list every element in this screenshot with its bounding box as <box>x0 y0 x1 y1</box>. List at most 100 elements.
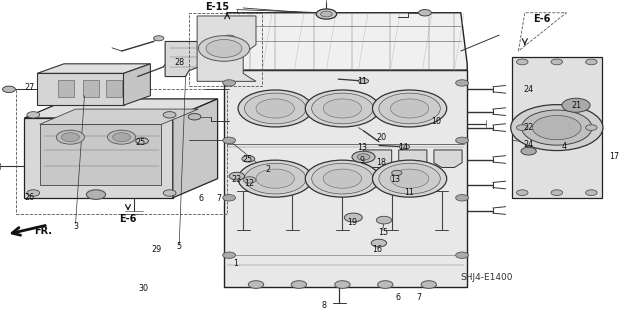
Circle shape <box>108 130 136 144</box>
Circle shape <box>188 114 201 120</box>
Circle shape <box>238 90 312 127</box>
Circle shape <box>223 137 236 144</box>
Circle shape <box>223 195 236 201</box>
Text: 12: 12 <box>244 179 255 188</box>
Circle shape <box>344 213 362 222</box>
Circle shape <box>61 133 79 142</box>
Text: 13: 13 <box>357 143 367 152</box>
Circle shape <box>399 144 410 149</box>
Circle shape <box>521 147 536 155</box>
Text: 13: 13 <box>390 175 401 184</box>
Circle shape <box>551 190 563 196</box>
Circle shape <box>244 93 306 124</box>
Text: 11: 11 <box>404 188 415 197</box>
Circle shape <box>206 40 242 57</box>
Text: 3: 3 <box>73 222 78 231</box>
Circle shape <box>323 99 362 118</box>
Circle shape <box>586 59 597 65</box>
Text: 23: 23 <box>232 175 242 184</box>
Polygon shape <box>224 70 467 287</box>
Circle shape <box>516 190 528 196</box>
Circle shape <box>291 281 307 288</box>
Text: SHJ4-E1400: SHJ4-E1400 <box>460 273 513 282</box>
Circle shape <box>371 239 387 247</box>
Text: 6: 6 <box>198 194 204 203</box>
Text: 6: 6 <box>396 293 401 302</box>
Text: 27: 27 <box>24 83 35 92</box>
Text: 11: 11 <box>357 77 367 86</box>
Text: 16: 16 <box>372 245 383 254</box>
Circle shape <box>316 9 337 19</box>
Circle shape <box>532 115 581 140</box>
Circle shape <box>323 169 362 188</box>
Circle shape <box>198 36 250 61</box>
Circle shape <box>312 163 373 194</box>
Circle shape <box>379 163 440 194</box>
Circle shape <box>242 156 255 162</box>
Circle shape <box>321 11 332 17</box>
Circle shape <box>56 130 84 144</box>
Text: 4: 4 <box>562 142 567 151</box>
Circle shape <box>392 170 402 175</box>
Circle shape <box>390 99 429 118</box>
Circle shape <box>86 190 106 199</box>
Polygon shape <box>40 124 161 185</box>
Circle shape <box>378 281 393 288</box>
Text: 28: 28 <box>174 58 184 67</box>
Polygon shape <box>37 64 150 73</box>
Polygon shape <box>40 109 198 124</box>
Polygon shape <box>399 150 427 167</box>
Polygon shape <box>24 99 218 118</box>
Circle shape <box>352 151 375 163</box>
Circle shape <box>154 36 164 41</box>
Circle shape <box>256 169 294 188</box>
Circle shape <box>248 281 264 288</box>
Bar <box>58 80 74 97</box>
Circle shape <box>335 281 350 288</box>
Circle shape <box>376 216 392 224</box>
Bar <box>83 80 99 97</box>
Text: 26: 26 <box>24 193 35 202</box>
Polygon shape <box>24 118 173 198</box>
Circle shape <box>3 86 15 93</box>
Polygon shape <box>197 16 256 81</box>
Text: 25: 25 <box>136 138 146 147</box>
Circle shape <box>372 90 447 127</box>
Circle shape <box>312 93 373 124</box>
Circle shape <box>456 80 468 86</box>
Circle shape <box>419 10 431 16</box>
Circle shape <box>562 98 590 112</box>
Text: 5: 5 <box>177 242 182 251</box>
Circle shape <box>511 105 603 151</box>
Circle shape <box>244 163 306 194</box>
Circle shape <box>163 190 176 196</box>
Circle shape <box>551 59 563 65</box>
Circle shape <box>256 99 294 118</box>
Circle shape <box>305 160 380 197</box>
Polygon shape <box>434 150 462 167</box>
Text: 21: 21 <box>571 101 581 110</box>
Circle shape <box>586 190 597 196</box>
Text: E-6: E-6 <box>119 213 137 224</box>
Text: 10: 10 <box>431 117 442 126</box>
Circle shape <box>163 112 176 118</box>
Circle shape <box>516 125 528 130</box>
Text: FR.: FR. <box>35 226 52 236</box>
Circle shape <box>390 169 429 188</box>
Text: 20: 20 <box>376 133 387 142</box>
Text: 2: 2 <box>265 165 270 174</box>
Text: 24: 24 <box>524 85 534 94</box>
Bar <box>16 89 227 214</box>
Circle shape <box>522 110 592 145</box>
Circle shape <box>238 160 312 197</box>
Text: 15: 15 <box>378 228 388 237</box>
Text: E-15: E-15 <box>205 2 230 12</box>
Circle shape <box>379 93 440 124</box>
Circle shape <box>229 172 244 180</box>
Text: 1: 1 <box>233 259 238 268</box>
Polygon shape <box>173 99 218 198</box>
Text: 19: 19 <box>347 218 357 226</box>
Text: 22: 22 <box>524 123 534 132</box>
Text: 29: 29 <box>151 245 161 254</box>
Circle shape <box>223 35 236 41</box>
